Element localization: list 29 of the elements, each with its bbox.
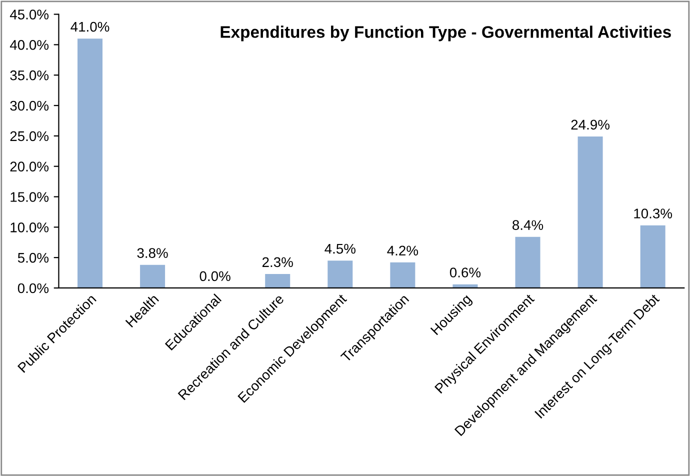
bar — [328, 260, 353, 288]
data-label: 41.0% — [70, 22, 110, 32]
y-tick-label: 10.0% — [10, 222, 49, 232]
text: Expenditures by Function Type - Governmental Activities — [220, 26, 671, 42]
data-label: 10.3% — [634, 208, 672, 218]
bar — [578, 136, 603, 288]
data-label: 0.0% — [200, 271, 230, 282]
bar — [77, 38, 103, 288]
y-tick-label: 40.0% — [10, 40, 49, 50]
data-label: 2.3% — [262, 257, 293, 268]
bar — [265, 274, 290, 288]
y-tick-label: 35.0% — [10, 70, 49, 80]
bar — [640, 225, 666, 288]
data-label: 0.6% — [450, 268, 481, 278]
data-label: 8.4% — [512, 220, 544, 230]
bar — [515, 236, 540, 288]
y-tick-label: 15.0% — [10, 192, 49, 202]
y-tick-label: 0.0% — [18, 283, 49, 294]
y-tick-label: 45.0% — [10, 10, 49, 20]
data-label: 3.8% — [137, 248, 168, 258]
bar — [140, 264, 166, 288]
data-label: 24.9% — [571, 120, 610, 130]
data-label: 4.2% — [387, 246, 418, 256]
y-tick-label: 30.0% — [10, 100, 49, 111]
bar — [390, 262, 416, 288]
y-tick-label: 20.0% — [10, 162, 49, 172]
y-tick-label: 25.0% — [10, 131, 49, 142]
y-tick-label: 5.0% — [18, 252, 49, 263]
data-label: 4.5% — [324, 244, 356, 254]
